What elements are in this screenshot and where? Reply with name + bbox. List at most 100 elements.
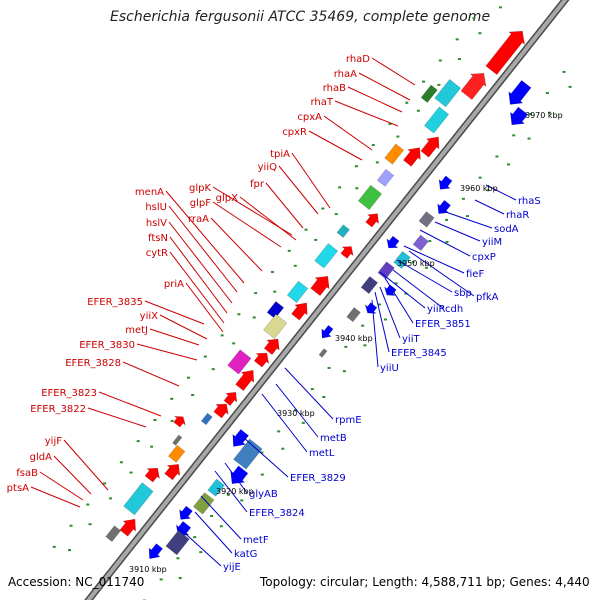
- gene-label-reverse: katG: [234, 549, 257, 560]
- scale-tick-label: 3910 kbp: [129, 565, 167, 574]
- gene-label-reverse: yiiR: [427, 304, 445, 315]
- leader-line: [434, 221, 481, 242]
- reverse-gene-glyph: [393, 250, 411, 269]
- orf-tick: [495, 155, 499, 158]
- scale-tick-label: 3920 kbp: [216, 487, 254, 496]
- orf-tick: [322, 396, 326, 399]
- scale-tick-label: 3970 kbp: [525, 111, 563, 120]
- leader-line: [53, 455, 92, 495]
- gene-label-forward: metJ: [125, 325, 148, 336]
- leader-line: [379, 271, 426, 309]
- leader-line: [98, 391, 162, 417]
- reverse-gene-glyph: [510, 106, 529, 126]
- orf-tick: [445, 218, 449, 221]
- gene-label-reverse: yijE: [223, 562, 241, 573]
- orf-tick: [507, 163, 511, 166]
- orf-tick: [321, 207, 325, 210]
- orf-tick: [191, 394, 195, 397]
- gene-label-forward: rhaT: [310, 97, 333, 108]
- leader-line: [200, 495, 242, 540]
- orf-tick: [281, 447, 285, 450]
- leader-line: [168, 205, 238, 293]
- leader-line: [242, 436, 289, 478]
- leader-line: [159, 314, 208, 340]
- scale-tick-label: 3930 kbp: [277, 409, 315, 418]
- orf-tick: [568, 85, 572, 88]
- orf-tick: [404, 292, 408, 295]
- gene-label-forward: yiiQ: [258, 162, 277, 173]
- orf-tick: [545, 92, 549, 95]
- reverse-gene-glyph: [377, 261, 395, 280]
- orf-tick: [293, 264, 297, 267]
- forward-gene-glyph: [403, 147, 421, 167]
- leader-line: [408, 250, 475, 297]
- leader-line: [308, 130, 363, 161]
- gene-label-forward: EFER_3828: [65, 358, 121, 369]
- leader-line: [144, 300, 205, 325]
- forward-gene-glyph: [376, 168, 395, 187]
- gene-label-reverse: pfkA: [476, 292, 499, 303]
- orf-tick: [211, 368, 215, 371]
- orf-tick: [344, 345, 348, 348]
- forward-gene-glyph: [105, 525, 122, 542]
- leader-line: [169, 251, 225, 324]
- leader-line: [169, 236, 228, 314]
- reverse-gene-glyph: [418, 211, 435, 228]
- orf-tick: [150, 445, 154, 448]
- leader-line: [284, 367, 334, 420]
- leader-line: [474, 199, 505, 215]
- orf-tick: [203, 355, 207, 358]
- gene-label-forward: ftsN: [148, 233, 168, 244]
- orf-tick: [327, 366, 331, 369]
- reverse-gene-glyph: [318, 348, 328, 358]
- forward-gene-glyph: [357, 184, 383, 210]
- forward-gene-glyph: [173, 416, 186, 428]
- forward-gene-glyph: [365, 213, 379, 228]
- orf-tick: [109, 497, 113, 500]
- forward-gene-glyph: [168, 444, 186, 463]
- forward-gene-glyph: [460, 73, 487, 100]
- orf-tick: [240, 499, 244, 502]
- forward-gene-glyph: [420, 136, 440, 158]
- orf-tick: [405, 101, 409, 104]
- leader-line: [265, 182, 304, 229]
- gene-label-reverse: yiiM: [482, 237, 502, 248]
- orf-tick: [301, 421, 305, 424]
- reverse-gene-glyph: [364, 302, 378, 314]
- orf-tick: [371, 144, 375, 147]
- reverse-gene-glyph: [207, 478, 225, 497]
- gene-label-forward: fsaB: [16, 468, 38, 479]
- orf-tick: [394, 282, 398, 285]
- orf-tick: [445, 240, 449, 243]
- orf-tick: [237, 313, 241, 316]
- forward-gene-glyph: [310, 276, 330, 297]
- orf-tick: [129, 471, 133, 474]
- leader-line: [149, 328, 200, 346]
- reverse-gene-glyph: [148, 543, 163, 559]
- orf-tick: [254, 292, 258, 295]
- orf-tick: [342, 370, 346, 373]
- gene-label-forward: rhaA: [334, 69, 357, 80]
- orf-tick: [396, 135, 400, 138]
- forward-gene-glyph: [291, 302, 308, 321]
- reverse-gene-glyph: [438, 175, 453, 190]
- gene-label-forward: fpr: [250, 179, 265, 190]
- leader-line: [177, 526, 222, 567]
- gene-label-forward: glpK: [189, 183, 211, 194]
- reverse-gene-glyph: [346, 307, 361, 323]
- orf-tick: [512, 134, 516, 137]
- gene-label-reverse: metL: [309, 448, 335, 459]
- orf-tick: [187, 376, 191, 379]
- orf-tick: [529, 113, 533, 116]
- leader-line: [214, 470, 248, 513]
- gene-label-forward: hslV: [146, 218, 167, 229]
- gene-label-forward: rhaB: [323, 83, 346, 94]
- leader-line: [261, 393, 308, 453]
- orf-tick: [438, 59, 442, 62]
- gene-label-reverse: glyAB: [249, 489, 278, 500]
- orf-tick: [314, 238, 318, 241]
- gene-label-forward: rhaD: [346, 54, 370, 65]
- orf-tick: [355, 187, 359, 190]
- leader-line: [371, 57, 416, 86]
- orf-tick: [498, 6, 502, 9]
